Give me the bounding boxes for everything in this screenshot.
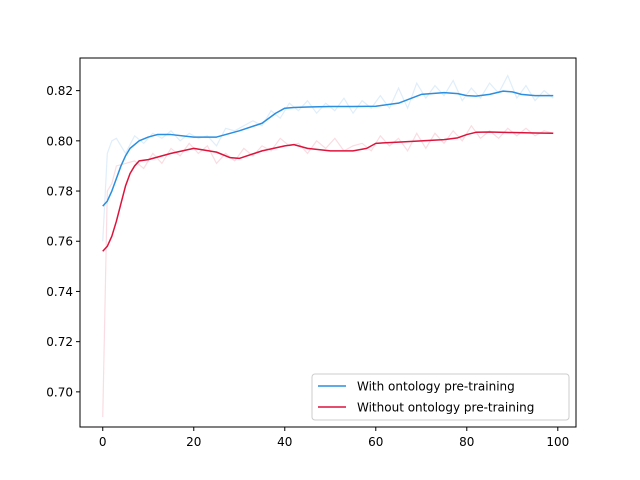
- series-2-smoothed-line: [102, 131, 554, 252]
- plot-frame: [79, 57, 577, 428]
- series-1-smoothed-line: [102, 90, 554, 207]
- y-tick-label: 0.76: [46, 235, 73, 249]
- y-tick-label: 0.74: [46, 285, 73, 299]
- series-1-raw-line: [102, 74, 554, 242]
- y-tick-label: 0.80: [46, 134, 73, 148]
- y-tick-label: 0.82: [46, 84, 73, 98]
- x-tick-label: 0: [99, 435, 107, 449]
- legend-label-1: With ontology pre-training: [357, 380, 515, 394]
- axes: 0 20 40 60 80 100 0.70 0.72 0.74 0.76 0.78 0.80 0.82: [46, 57, 577, 449]
- x-tick-label: 80: [459, 435, 474, 449]
- smoothed-series-layer: [102, 90, 554, 252]
- legend: With ontology pre-training Without ontolo…: [311, 373, 570, 421]
- legend-label-2: Without ontology pre-training: [357, 401, 534, 415]
- series-2-raw-line: [102, 124, 554, 417]
- y-tick-label: 0.72: [46, 335, 73, 349]
- x-tick-label: 20: [186, 435, 201, 449]
- x-tick-label: 60: [368, 435, 383, 449]
- y-tick-label: 0.70: [46, 385, 73, 399]
- x-tick-label: 40: [277, 435, 292, 449]
- y-tick-label: 0.78: [46, 185, 73, 199]
- raw-series-layer: [102, 74, 554, 417]
- legend-box: [311, 373, 570, 421]
- x-tick-label: 100: [546, 435, 569, 449]
